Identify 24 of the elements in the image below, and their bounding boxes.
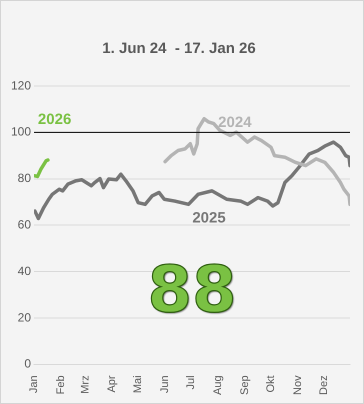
y-tick-label: 40 xyxy=(18,264,32,278)
y-tick-label: 0 xyxy=(24,356,32,371)
x-tick-label: Mrz xyxy=(79,375,92,394)
y-tick-label: 80 xyxy=(18,171,32,186)
x-tick-label: Dez xyxy=(318,375,330,395)
y-tick-label: 60 xyxy=(18,218,32,232)
x-tick-label: Jan xyxy=(28,375,40,394)
x-tick-label: Okt xyxy=(265,375,278,393)
text: 2026 xyxy=(38,111,72,128)
y-tick-label: 120 xyxy=(10,78,32,92)
x-tick-label: Apr xyxy=(106,375,118,393)
series-label: 2024 xyxy=(218,114,252,131)
y-tick-label: 20 xyxy=(18,310,32,324)
y-tick-label: 100 xyxy=(10,124,32,139)
x-tick-label: Jun xyxy=(159,375,172,394)
x-tick-label: Sep xyxy=(238,375,251,396)
annotation: 88 xyxy=(147,253,237,328)
x-tick-label: Mai xyxy=(132,375,144,394)
x-tick-label: Feb xyxy=(54,375,67,394)
x-tick-label: Nov xyxy=(292,374,304,395)
series-label: 2025 xyxy=(192,210,226,227)
chart-subtitle: 1. Jun 24 - 17. Jan 26 xyxy=(102,40,256,58)
x-tick-label: Jul xyxy=(185,375,198,390)
x-tick-label: Aug xyxy=(212,375,224,396)
